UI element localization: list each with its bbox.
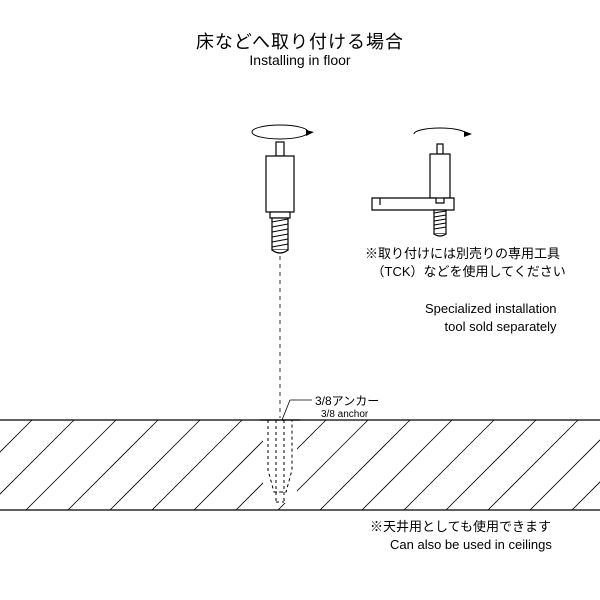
- anchor-overlay: [0, 0, 600, 600]
